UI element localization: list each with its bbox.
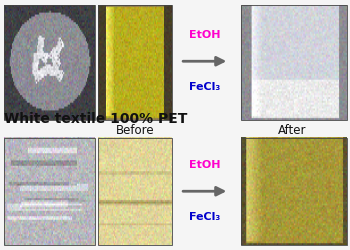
Text: FeCl₃: FeCl₃ — [189, 82, 220, 92]
Text: EtOH: EtOH — [189, 30, 220, 40]
Bar — [241, 5, 346, 120]
Bar — [241, 138, 346, 245]
Bar — [4, 138, 94, 245]
Text: Before: Before — [116, 124, 154, 137]
Text: After: After — [278, 124, 307, 137]
Bar — [4, 5, 94, 120]
Bar — [98, 5, 172, 120]
Text: FeCl₃: FeCl₃ — [189, 212, 220, 222]
Bar — [98, 138, 172, 245]
Text: White textile 100% PET: White textile 100% PET — [4, 112, 187, 126]
Text: EtOH: EtOH — [189, 160, 220, 170]
